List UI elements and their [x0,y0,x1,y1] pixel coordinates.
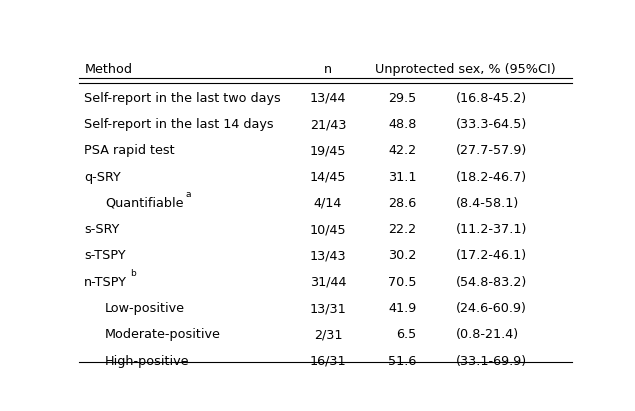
Text: 4/14: 4/14 [314,197,342,210]
Text: 28.6: 28.6 [388,197,417,210]
Text: (24.6-60.9): (24.6-60.9) [456,302,526,315]
Text: 70.5: 70.5 [388,276,417,289]
Text: 48.8: 48.8 [388,118,417,131]
Text: (33.3-64.5): (33.3-64.5) [456,118,527,131]
Text: 19/45: 19/45 [310,144,346,157]
Text: 30.2: 30.2 [388,249,417,263]
Text: Self-report in the last 14 days: Self-report in the last 14 days [84,118,274,131]
Text: Self-report in the last two days: Self-report in the last two days [84,92,281,105]
Text: 31/44: 31/44 [310,276,346,289]
Text: Moderate-positive: Moderate-positive [105,328,221,341]
Text: 42.2: 42.2 [389,144,417,157]
Text: Method: Method [84,63,132,76]
Text: (0.8-21.4): (0.8-21.4) [456,328,519,341]
Text: Unprotected sex, % (95%CI): Unprotected sex, % (95%CI) [375,63,555,76]
Text: s-TSPY: s-TSPY [84,249,126,263]
Text: (8.4-58.1): (8.4-58.1) [456,197,519,210]
Text: 22.2: 22.2 [389,223,417,236]
Text: High-positive: High-positive [105,355,189,367]
Text: (27.7-57.9): (27.7-57.9) [456,144,527,157]
Text: 6.5: 6.5 [396,328,417,341]
Text: (16.8-45.2): (16.8-45.2) [456,92,527,105]
Text: 14/45: 14/45 [310,171,346,184]
Text: Low-positive: Low-positive [105,302,185,315]
Text: 16/31: 16/31 [310,355,346,367]
Text: a: a [186,190,191,199]
Text: 51.6: 51.6 [388,355,417,367]
Text: (11.2-37.1): (11.2-37.1) [456,223,527,236]
Text: 13/31: 13/31 [309,302,346,315]
Text: n-TSPY: n-TSPY [84,276,127,289]
Text: 13/44: 13/44 [310,92,346,105]
Text: n: n [324,63,332,76]
Text: 41.9: 41.9 [388,302,417,315]
Text: 29.5: 29.5 [388,92,417,105]
Text: (33.1-69.9): (33.1-69.9) [456,355,527,367]
Text: q-SRY: q-SRY [84,171,121,184]
Text: Quantifiable: Quantifiable [105,197,184,210]
Text: (17.2-46.1): (17.2-46.1) [456,249,527,263]
Text: (54.8-83.2): (54.8-83.2) [456,276,527,289]
Text: s-SRY: s-SRY [84,223,119,236]
Text: 31.1: 31.1 [388,171,417,184]
Text: b: b [130,269,135,278]
Text: 2/31: 2/31 [314,328,342,341]
Text: 13/43: 13/43 [310,249,346,263]
Text: (18.2-46.7): (18.2-46.7) [456,171,527,184]
Text: 10/45: 10/45 [310,223,346,236]
Text: PSA rapid test: PSA rapid test [84,144,175,157]
Text: 21/43: 21/43 [310,118,346,131]
